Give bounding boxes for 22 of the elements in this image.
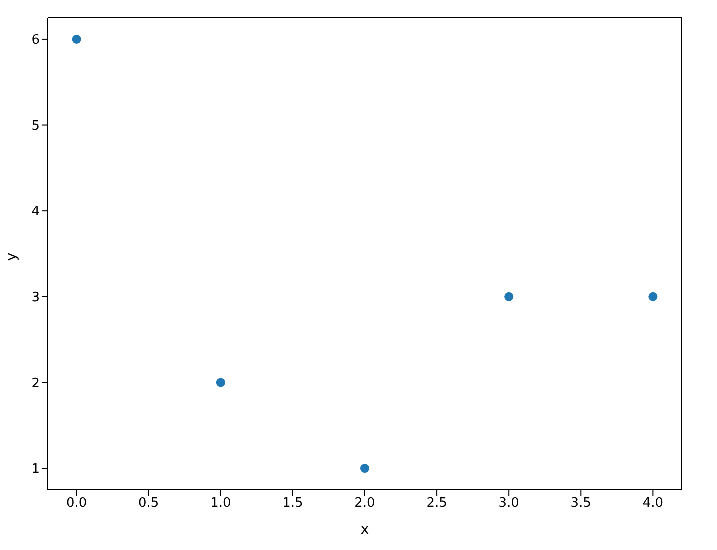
x-tick-label: 2.5 bbox=[426, 496, 448, 512]
x-tick-label: 4.0 bbox=[642, 496, 664, 512]
y-tick-label: 1 bbox=[32, 462, 40, 478]
x-tick-label: 0.0 bbox=[66, 496, 88, 512]
x-tick-label: 1.5 bbox=[282, 496, 304, 512]
x-tick-label: 1.0 bbox=[210, 496, 232, 512]
x-axis-title: x bbox=[360, 522, 370, 538]
x-tick-label: 0.5 bbox=[138, 496, 160, 512]
y-tick-label: 3 bbox=[32, 290, 40, 306]
y-tick-label: 5 bbox=[32, 118, 40, 134]
y-tick-label: 2 bbox=[32, 376, 40, 392]
point bbox=[504, 292, 514, 302]
y-tick-label: 4 bbox=[32, 204, 40, 220]
x-tick-label: 3.0 bbox=[498, 496, 520, 512]
x-tick-label: 3.5 bbox=[570, 496, 592, 512]
point bbox=[216, 378, 226, 388]
point bbox=[72, 34, 82, 44]
x-tick-label: 2.0 bbox=[354, 496, 376, 512]
point bbox=[648, 292, 658, 302]
y-axis-title: y bbox=[3, 252, 22, 262]
point bbox=[360, 464, 370, 474]
y-tick-label: 6 bbox=[32, 33, 40, 48]
